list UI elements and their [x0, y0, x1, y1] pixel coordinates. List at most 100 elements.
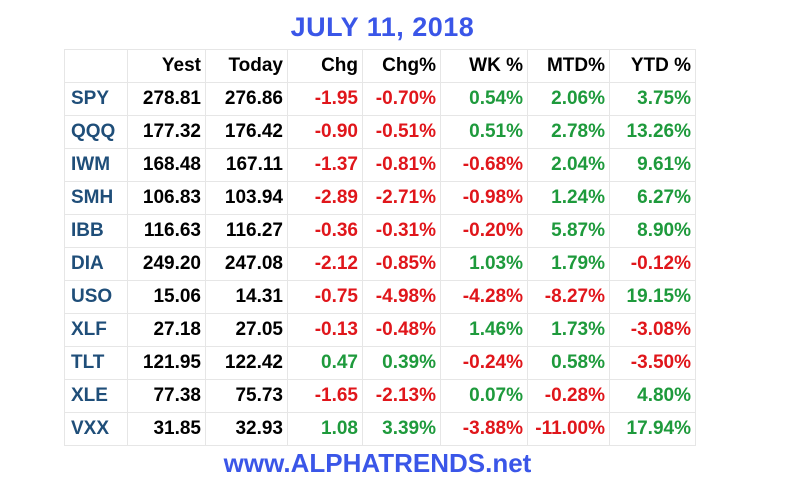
table-cell: -0.90 — [287, 115, 363, 149]
table-cell: -2.13% — [362, 379, 441, 413]
table-cell: -1.95 — [287, 82, 363, 116]
table-cell: 17.94% — [609, 412, 696, 446]
table-cell: 19.15% — [609, 280, 696, 314]
table-cell: 0.47 — [287, 346, 363, 380]
column-header-ticker — [64, 49, 128, 83]
table-cell: 15.06 — [127, 280, 206, 314]
table-row: USO 15.06 14.31 -0.75 -4.98% -4.28% -8.27% 19.1… — [64, 280, 696, 314]
table-cell: -4.28% — [440, 280, 528, 314]
table-cell: -0.85% — [362, 247, 441, 281]
table-cell: 3.39% — [362, 412, 441, 446]
table-cell: -1.65 — [287, 379, 363, 413]
table-cell: 14.31 — [205, 280, 288, 314]
table-cell: 9.61% — [609, 148, 696, 182]
table-cell: 1.73% — [527, 313, 610, 347]
table-cell: -3.88% — [440, 412, 528, 446]
table-cell: 2.78% — [527, 115, 610, 149]
table-cell: 249.20 — [127, 247, 206, 281]
table-cell: -8.27% — [527, 280, 610, 314]
ticker-symbol: TLT — [64, 346, 128, 380]
table-cell: 3.75% — [609, 82, 696, 116]
table-cell: 106.83 — [127, 181, 206, 215]
header-row: Yest Today Chg Chg% WK % MTD% YTD % — [64, 49, 696, 83]
column-header-ytd-pct: YTD % — [609, 49, 696, 83]
table-cell: 75.73 — [205, 379, 288, 413]
table-cell: 27.05 — [205, 313, 288, 347]
ticker-symbol: IBB — [64, 214, 128, 248]
table-row: IBB 116.63 116.27 -0.36 -0.31% -0.20% 5.87% 8.9… — [64, 214, 696, 248]
table-cell: 1.03% — [440, 247, 528, 281]
table-cell: -0.24% — [440, 346, 528, 380]
column-header-today: Today — [205, 49, 288, 83]
table-cell: 13.26% — [609, 115, 696, 149]
column-header-chg-pct: Chg% — [362, 49, 441, 83]
table-cell: 0.54% — [440, 82, 528, 116]
table-cell: -0.36 — [287, 214, 363, 248]
table-row: XLE 77.38 75.73 -1.65 -2.13% 0.07% -0.28% 4.80% — [64, 379, 696, 413]
table-cell: 27.18 — [127, 313, 206, 347]
table-cell: 121.95 — [127, 346, 206, 380]
ticker-symbol: QQQ — [64, 115, 128, 149]
table-cell: -2.71% — [362, 181, 441, 215]
table-cell: 1.79% — [527, 247, 610, 281]
table-cell: -0.70% — [362, 82, 441, 116]
table-cell: 6.27% — [609, 181, 696, 215]
ticker-symbol: SMH — [64, 181, 128, 215]
table-cell: -0.51% — [362, 115, 441, 149]
table-cell: 32.93 — [205, 412, 288, 446]
table-cell: 276.86 — [205, 82, 288, 116]
table-cell: 168.48 — [127, 148, 206, 182]
ticker-symbol: USO — [64, 280, 128, 314]
table-cell: 122.42 — [205, 346, 288, 380]
ticker-symbol: DIA — [64, 247, 128, 281]
table-cell: 116.63 — [127, 214, 206, 248]
column-header-wk-pct: WK % — [440, 49, 528, 83]
table-cell: 2.04% — [527, 148, 610, 182]
table-cell: 0.07% — [440, 379, 528, 413]
table-cell: 1.46% — [440, 313, 528, 347]
table-cell: 5.87% — [527, 214, 610, 248]
table-cell: -2.89 — [287, 181, 363, 215]
table-cell: -0.13 — [287, 313, 363, 347]
table-cell: 116.27 — [205, 214, 288, 248]
table-cell: -0.28% — [527, 379, 610, 413]
table-cell: 103.94 — [205, 181, 288, 215]
table-cell: 0.51% — [440, 115, 528, 149]
table-cell: 2.06% — [527, 82, 610, 116]
table-cell: 167.11 — [205, 148, 288, 182]
table-cell: 77.38 — [127, 379, 206, 413]
table-cell: 1.08 — [287, 412, 363, 446]
table-cell: 0.39% — [362, 346, 441, 380]
table-cell: -0.20% — [440, 214, 528, 248]
table-row: DIA 249.20 247.08 -2.12 -0.85% 1.03% 1.79% -0.1… — [64, 247, 696, 281]
table-cell: -4.98% — [362, 280, 441, 314]
column-header-mtd-pct: MTD% — [527, 49, 610, 83]
table-row: XLF 27.18 27.05 -0.13 -0.48% 1.46% 1.73% -3.08% — [64, 313, 696, 347]
table-row: SPY 278.81 276.86 -1.95 -0.70% 0.54% 2.06% 3.75… — [64, 82, 696, 116]
page-title: JULY 11, 2018 — [290, 12, 475, 42]
performance-table: Yest Today Chg Chg% WK % MTD% YTD % SPY 2… — [64, 49, 696, 446]
table-cell: -0.68% — [440, 148, 528, 182]
table-cell: -0.75 — [287, 280, 363, 314]
ticker-symbol: VXX — [64, 412, 128, 446]
table-cell: -0.98% — [440, 181, 528, 215]
table-cell: -0.81% — [362, 148, 441, 182]
table-cell: -2.12 — [287, 247, 363, 281]
table-cell: -1.37 — [287, 148, 363, 182]
table-row: SMH 106.83 103.94 -2.89 -2.71% -0.98% 1.24% 6.2… — [64, 181, 696, 215]
ticker-symbol: XLF — [64, 313, 128, 347]
ticker-symbol: IWM — [64, 148, 128, 182]
table-cell: 278.81 — [127, 82, 206, 116]
site-url: www.ALPHATRENDS.net — [223, 448, 532, 478]
table-cell: 8.90% — [609, 214, 696, 248]
table-cell: 1.24% — [527, 181, 610, 215]
column-header-chg: Chg — [287, 49, 363, 83]
table-row: VXX 31.85 32.93 1.08 3.39% -3.88% -11.00% 17.94… — [64, 412, 696, 446]
table-cell: 0.58% — [527, 346, 610, 380]
table-row: IWM 168.48 167.11 -1.37 -0.81% -0.68% 2.04% 9.6… — [64, 148, 696, 182]
table-cell: -0.31% — [362, 214, 441, 248]
table-cell: 31.85 — [127, 412, 206, 446]
table-cell: 4.80% — [609, 379, 696, 413]
table-cell: -3.50% — [609, 346, 696, 380]
table-cell: -3.08% — [609, 313, 696, 347]
